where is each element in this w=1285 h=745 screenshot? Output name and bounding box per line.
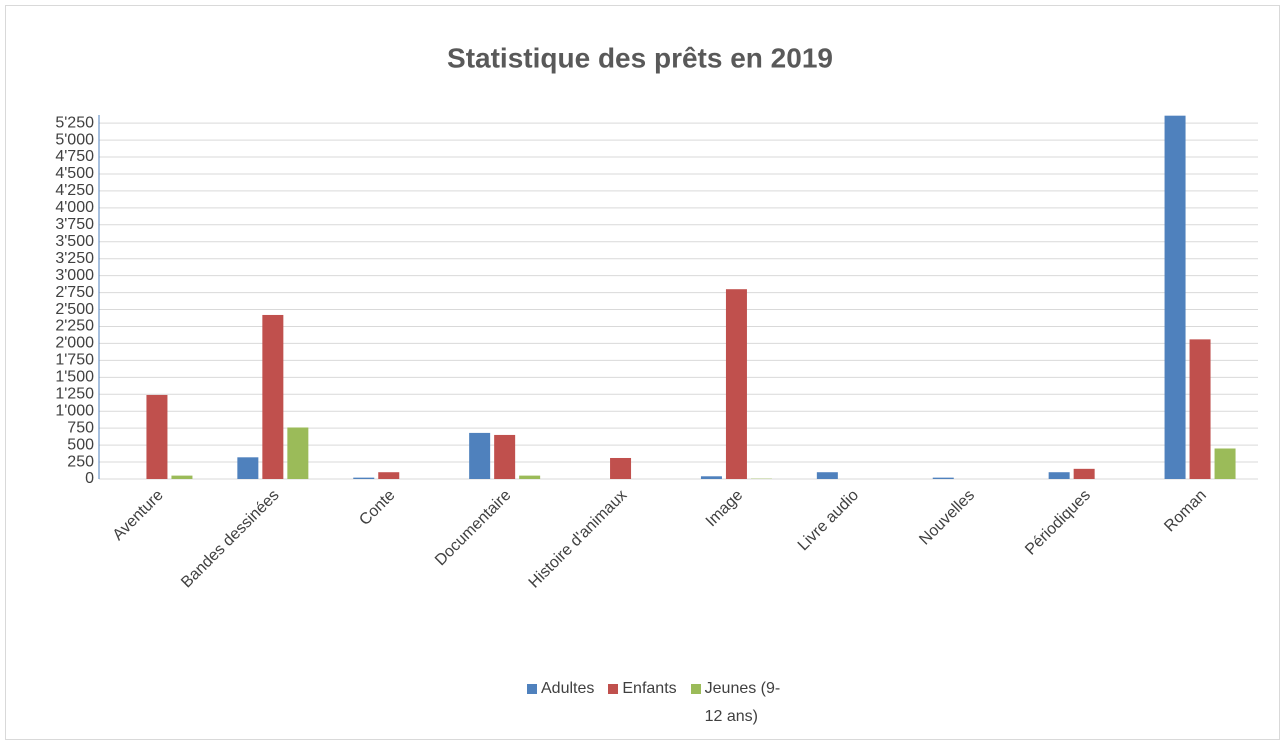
- chart-title: Statistique des prêts en 2019: [447, 42, 833, 73]
- legend-label: Adultes: [541, 680, 595, 697]
- y-tick-label: 1'250: [55, 385, 94, 402]
- bar: [932, 477, 954, 479]
- bar: [725, 289, 747, 479]
- y-tick-label: 3'750: [55, 216, 94, 233]
- bar: [1164, 115, 1186, 479]
- chart-border: [5, 5, 1280, 740]
- bar: [494, 434, 516, 479]
- y-tick-label: 5'250: [55, 114, 94, 131]
- y-tick-label: 3'500: [55, 233, 94, 250]
- y-tick-label: 3'250: [55, 250, 94, 267]
- legend-item: Adultes: [527, 679, 594, 731]
- y-tick-label: 250: [67, 453, 94, 470]
- legend-label: Enfants: [622, 680, 677, 697]
- y-tick-label: 2'250: [55, 318, 94, 335]
- y-tick-label: 5'000: [55, 131, 94, 148]
- y-tick-label: 2'000: [55, 335, 94, 352]
- bar: [1073, 468, 1095, 479]
- y-tick-label: 500: [67, 436, 94, 453]
- legend-swatch: [527, 684, 537, 694]
- legend-item: Enfants: [608, 679, 677, 731]
- y-tick-label: 750: [67, 419, 94, 436]
- bar: [237, 457, 259, 479]
- legend-swatch: [608, 684, 619, 694]
- bar: [1214, 448, 1236, 479]
- bar: [1189, 339, 1211, 479]
- bar: [146, 394, 168, 479]
- bar: [610, 457, 632, 479]
- legend-label: Jeunes (9-12 ans): [704, 680, 781, 725]
- bar: [171, 475, 193, 479]
- bar: [353, 477, 375, 479]
- y-tick-label: 4'000: [55, 199, 94, 216]
- y-tick-label: 4'750: [55, 148, 94, 165]
- y-tick-label: 2'750: [55, 284, 94, 301]
- y-tick-label: 0: [85, 470, 94, 487]
- bar: [519, 475, 541, 479]
- bar: [262, 314, 284, 479]
- y-tick-label: 4'250: [55, 182, 94, 199]
- legend: Adultes Enfants Jeunes (9-12 ans): [527, 679, 791, 731]
- y-tick-label: 2'500: [55, 301, 94, 318]
- y-tick-label: 1'000: [55, 402, 94, 419]
- y-tick-label: 4'500: [55, 165, 94, 182]
- y-tick-label: 1'750: [55, 352, 94, 369]
- bar: [287, 427, 309, 479]
- bar: [378, 472, 400, 479]
- bar: [469, 432, 491, 479]
- bar: [816, 472, 838, 479]
- bar: [700, 476, 722, 479]
- y-tick-label: 1'500: [55, 369, 94, 386]
- legend-item: Jeunes (9-12 ans): [690, 679, 791, 731]
- legend-swatch: [690, 684, 701, 694]
- y-tick-label: 3'000: [55, 267, 94, 284]
- bar: [1048, 472, 1070, 479]
